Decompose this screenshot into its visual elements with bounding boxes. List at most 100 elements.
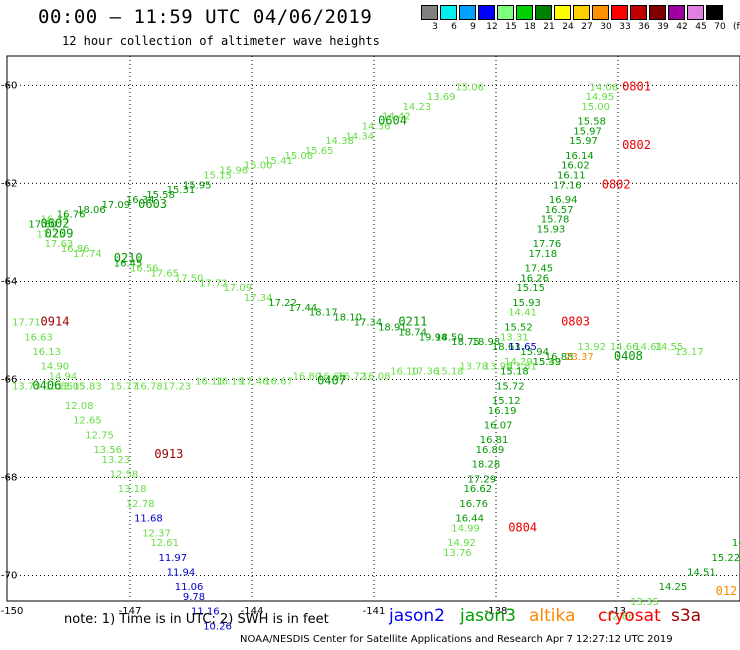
legend-jason3: jason3 (460, 606, 516, 626)
wave-height-value: 14.34 (346, 131, 375, 142)
colorbar-label: 12 (486, 22, 498, 32)
wave-height-value: 13.78 (459, 362, 488, 373)
wave-height-value: 15.58 (146, 190, 175, 201)
colorbar-swatch (535, 5, 552, 20)
wave-height-value: 13.23 (102, 455, 131, 466)
wave-height-value: 15.08 (285, 151, 314, 162)
wave-height-value: 15.15 (203, 171, 232, 182)
longitude-tick-label: -150 (1, 606, 24, 617)
wave-height-value: 15.58 (577, 117, 606, 128)
wave-height-value: 17.29 (468, 474, 497, 485)
wave-height-value: 19.94 (419, 332, 448, 343)
wave-height-value: 12.75 (85, 430, 114, 441)
wave-height-value: 16.89 (476, 445, 505, 456)
wave-height-value: 16.07 (484, 420, 513, 431)
colorbar-label: 33 (619, 22, 631, 32)
wave-height-value: 13.35 (630, 597, 659, 608)
wave-height-value: 14.51 (687, 567, 716, 578)
colorbar-swatch (668, 5, 685, 20)
wave-height-value: 11.65 (508, 342, 537, 353)
wave-height-value: 14.41 (508, 308, 537, 319)
colorbar-label: 6 (451, 22, 457, 32)
wave-height-value: 17.16 (553, 180, 582, 191)
colorbar-label: 70 (714, 22, 726, 32)
wave-height-value: 13.17 (675, 347, 704, 358)
wave-height-value: 15.41 (264, 156, 293, 167)
colorbar-label: 27 (581, 22, 593, 32)
legend-s3a: s3a (671, 606, 702, 626)
wave-height-value: 17.09 (224, 283, 253, 294)
wave-height-value: 16.35 (41, 215, 70, 226)
wave-height-value: 18.75 (451, 337, 480, 348)
wave-height-value: 14.95 (585, 92, 614, 103)
legend-cryosat: cryosat (598, 606, 661, 626)
wave-height-value: 17.22 (268, 298, 297, 309)
wave-height-value: 13.73 (12, 381, 41, 392)
wave-height-value: 17.09 (102, 200, 131, 211)
wave-height-value: 16.76 (459, 499, 488, 510)
colorbar-swatch (611, 5, 628, 20)
longitude-tick-label: -13 (610, 606, 626, 617)
track-id-label: 012 (716, 584, 738, 598)
wave-height-value: 15.00 (244, 161, 273, 172)
wave-height-value: 17.65 (150, 269, 179, 280)
wave-height-value: 18.17 (309, 308, 338, 319)
colorbar-swatch (421, 5, 438, 20)
wave-height-value: 15.18 (435, 367, 464, 378)
wave-height-value: 14.36 (362, 122, 391, 133)
latitude-tick-label: -68 (1, 472, 17, 483)
wave-height-value: 16.72 (337, 371, 366, 382)
wave-height-value: 18.10 (333, 313, 362, 324)
wave-height-value: 14.61 (634, 342, 663, 353)
wave-height-value: 14.99 (451, 523, 480, 534)
wave-height-value: 14.25 (659, 582, 688, 593)
wave-height-value: 15.31 (167, 185, 196, 196)
map-title: 00:00 – 11:59 UTC 04/06/2019 (38, 6, 373, 28)
wave-height-value: 16.81 (480, 435, 509, 446)
map-subtitle: 12 hour collection of altimeter wave hei… (62, 34, 380, 48)
colorbar-label: 39 (657, 22, 669, 32)
latitude-tick-label: -62 (1, 178, 17, 189)
wave-height-value: 15.83 (73, 381, 102, 392)
wave-height-value: 13.98 (484, 362, 513, 373)
wave-height-value: 13.31 (500, 332, 529, 343)
colorbar-swatch (497, 5, 514, 20)
wave-height-value: 18.74 (398, 327, 427, 338)
wave-height-value: 15.97 (569, 136, 598, 147)
units-note: note: 1) Time is in UTC; 2) SWH is in fe… (64, 612, 329, 627)
wave-height-value: 23.37 (565, 352, 594, 363)
wave-height-value: 16.80 (293, 371, 322, 382)
colorbar-swatch (630, 5, 647, 20)
wave-height-value: 17.23 (163, 381, 192, 392)
wave-height-value: 15.00 (581, 102, 610, 113)
wave-height-value: 9.78 (183, 592, 205, 603)
wave-height-value: 17.18 (529, 249, 558, 260)
wave-height-value: 18.50 (435, 332, 464, 343)
legend-altika: altika (529, 606, 576, 626)
wave-height-value: 12.37 (142, 528, 171, 539)
wave-height-value: 13.56 (93, 445, 122, 456)
wave-height-value: 15.15 (516, 283, 545, 294)
wave-height-value: 16.19 (215, 376, 244, 387)
colorbar-swatch (478, 5, 495, 20)
wave-height-value: 12.08 (65, 401, 94, 412)
wave-height-value: 17.74 (73, 249, 102, 260)
wave-height-value: 15.22 (712, 553, 740, 564)
track-id-label: 0914 (41, 315, 70, 329)
wave-height-value: 16.86 (61, 244, 90, 255)
wave-height-value: 13.92 (577, 342, 606, 353)
colorbar-label: 3 (432, 22, 438, 32)
colorbar-label: 18 (524, 22, 536, 32)
wave-height-value: 16.45 (114, 259, 143, 270)
wave-height-value: 15.96 (219, 166, 248, 177)
wave-height-value: 14.38 (325, 136, 354, 147)
colorbar-label: 21 (543, 22, 555, 32)
wave-height-value: 13.81 (508, 362, 537, 373)
track-id-label: 0210 (114, 251, 143, 265)
track-id-label: 0603 (138, 197, 167, 211)
wave-height-value: 15.06 (455, 82, 484, 93)
wave-height-value: 17.34 (244, 293, 273, 304)
track-id-label: 0209 (45, 226, 74, 240)
